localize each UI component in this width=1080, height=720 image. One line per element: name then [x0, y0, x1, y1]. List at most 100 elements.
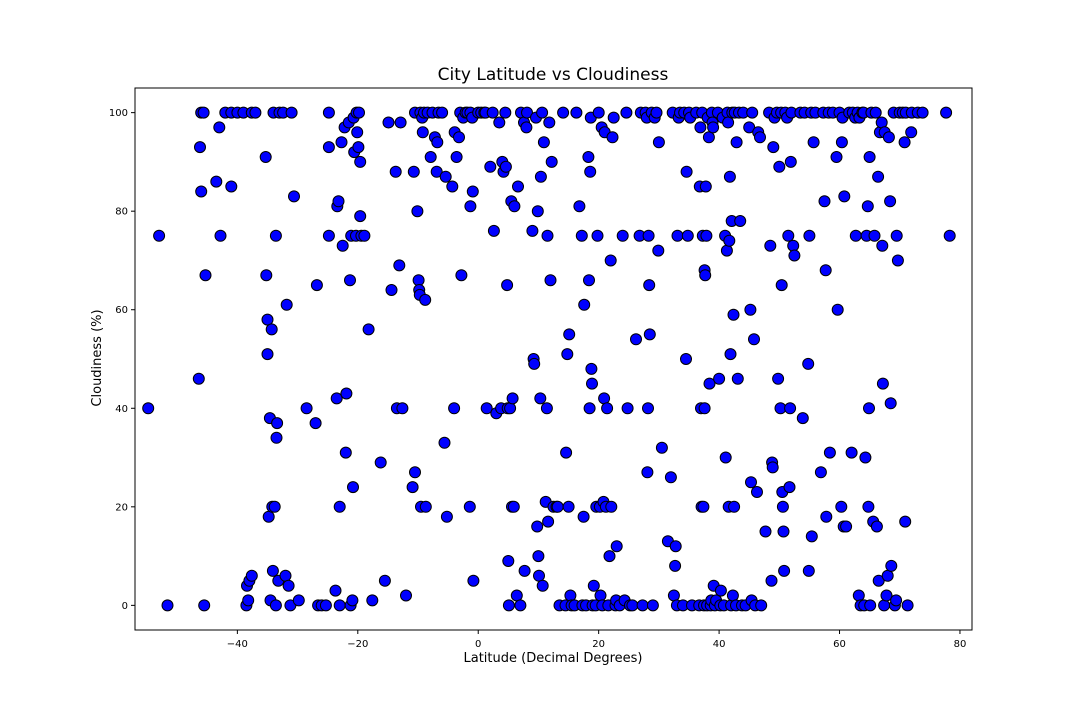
data-point — [249, 106, 262, 119]
data-point — [727, 308, 740, 321]
data-point — [700, 229, 713, 242]
data-point — [604, 254, 617, 267]
data-point — [543, 116, 556, 129]
data-point — [767, 141, 780, 154]
data-point — [861, 200, 874, 213]
data-points — [142, 106, 956, 612]
data-point — [339, 446, 352, 459]
data-point — [419, 293, 432, 306]
data-point — [726, 589, 739, 602]
data-point — [641, 466, 654, 479]
data-point — [890, 229, 903, 242]
data-point — [268, 500, 281, 513]
data-point — [396, 402, 409, 415]
data-point — [416, 126, 429, 139]
data-point — [863, 151, 876, 163]
data-point — [322, 229, 335, 242]
data-point — [192, 372, 205, 385]
data-point — [766, 461, 779, 474]
data-point — [499, 106, 512, 119]
y-tick-label: 60 — [115, 305, 128, 316]
data-point — [586, 377, 598, 390]
data-point — [329, 584, 342, 597]
data-point — [536, 106, 549, 119]
data-point — [884, 195, 897, 208]
data-point — [891, 254, 904, 267]
data-point — [448, 402, 461, 415]
data-point — [872, 170, 885, 183]
data-point — [322, 141, 335, 154]
data-point — [520, 121, 533, 134]
data-point — [335, 136, 348, 149]
data-point — [626, 599, 639, 612]
plot-frame — [134, 87, 973, 631]
data-point — [450, 151, 463, 163]
data-point — [775, 279, 788, 292]
data-point — [436, 106, 449, 119]
data-point — [583, 274, 595, 287]
data-point — [463, 500, 476, 513]
data-point — [352, 141, 365, 154]
data-point — [446, 180, 459, 193]
data-point — [890, 594, 903, 607]
data-point — [664, 471, 677, 484]
data-point — [755, 599, 768, 612]
data-point — [899, 515, 912, 528]
data-point — [353, 106, 365, 119]
data-point — [533, 569, 545, 582]
data-point — [878, 599, 891, 612]
data-point — [526, 224, 539, 237]
data-point — [601, 402, 614, 415]
data-point — [336, 239, 349, 252]
data-point — [424, 151, 437, 163]
data-point — [905, 126, 918, 139]
data-point — [655, 441, 668, 454]
data-point — [805, 530, 818, 543]
data-point — [557, 106, 570, 119]
data-point — [198, 599, 211, 612]
data-point — [807, 136, 820, 149]
data-point — [868, 229, 881, 242]
data-point — [514, 599, 527, 612]
data-point — [508, 200, 521, 213]
data-point — [197, 106, 210, 119]
data-point — [830, 151, 843, 163]
data-point — [214, 229, 227, 242]
data-point — [838, 190, 851, 203]
data-point — [748, 333, 760, 346]
data-point — [650, 106, 663, 119]
data-point — [636, 599, 649, 612]
data-point — [564, 589, 577, 602]
data-point — [872, 574, 885, 587]
data-point — [744, 303, 757, 316]
data-point — [584, 165, 597, 178]
data-point — [536, 579, 549, 592]
data-point — [261, 348, 274, 361]
data-point — [943, 229, 956, 242]
data-point — [467, 574, 480, 587]
data-point — [788, 249, 801, 262]
data-point — [591, 229, 604, 242]
data-point — [346, 594, 359, 607]
data-point — [587, 579, 600, 592]
x-tick-label: −40 — [227, 639, 248, 650]
data-point — [487, 224, 500, 237]
data-point — [544, 274, 557, 287]
data-point — [199, 269, 212, 282]
data-point — [582, 151, 595, 163]
data-point — [719, 451, 732, 464]
data-point — [358, 229, 371, 242]
data-point — [419, 500, 432, 513]
data-point — [245, 569, 258, 582]
data-point — [669, 540, 682, 553]
data-point — [394, 116, 407, 129]
x-tick-label: −20 — [347, 639, 368, 650]
data-point — [862, 500, 875, 513]
data-point — [440, 510, 453, 523]
data-point — [880, 589, 893, 602]
data-point — [885, 559, 898, 572]
data-point — [680, 165, 693, 178]
data-point — [852, 589, 865, 602]
data-point — [819, 264, 832, 277]
y-tick-label: 80 — [115, 207, 128, 218]
